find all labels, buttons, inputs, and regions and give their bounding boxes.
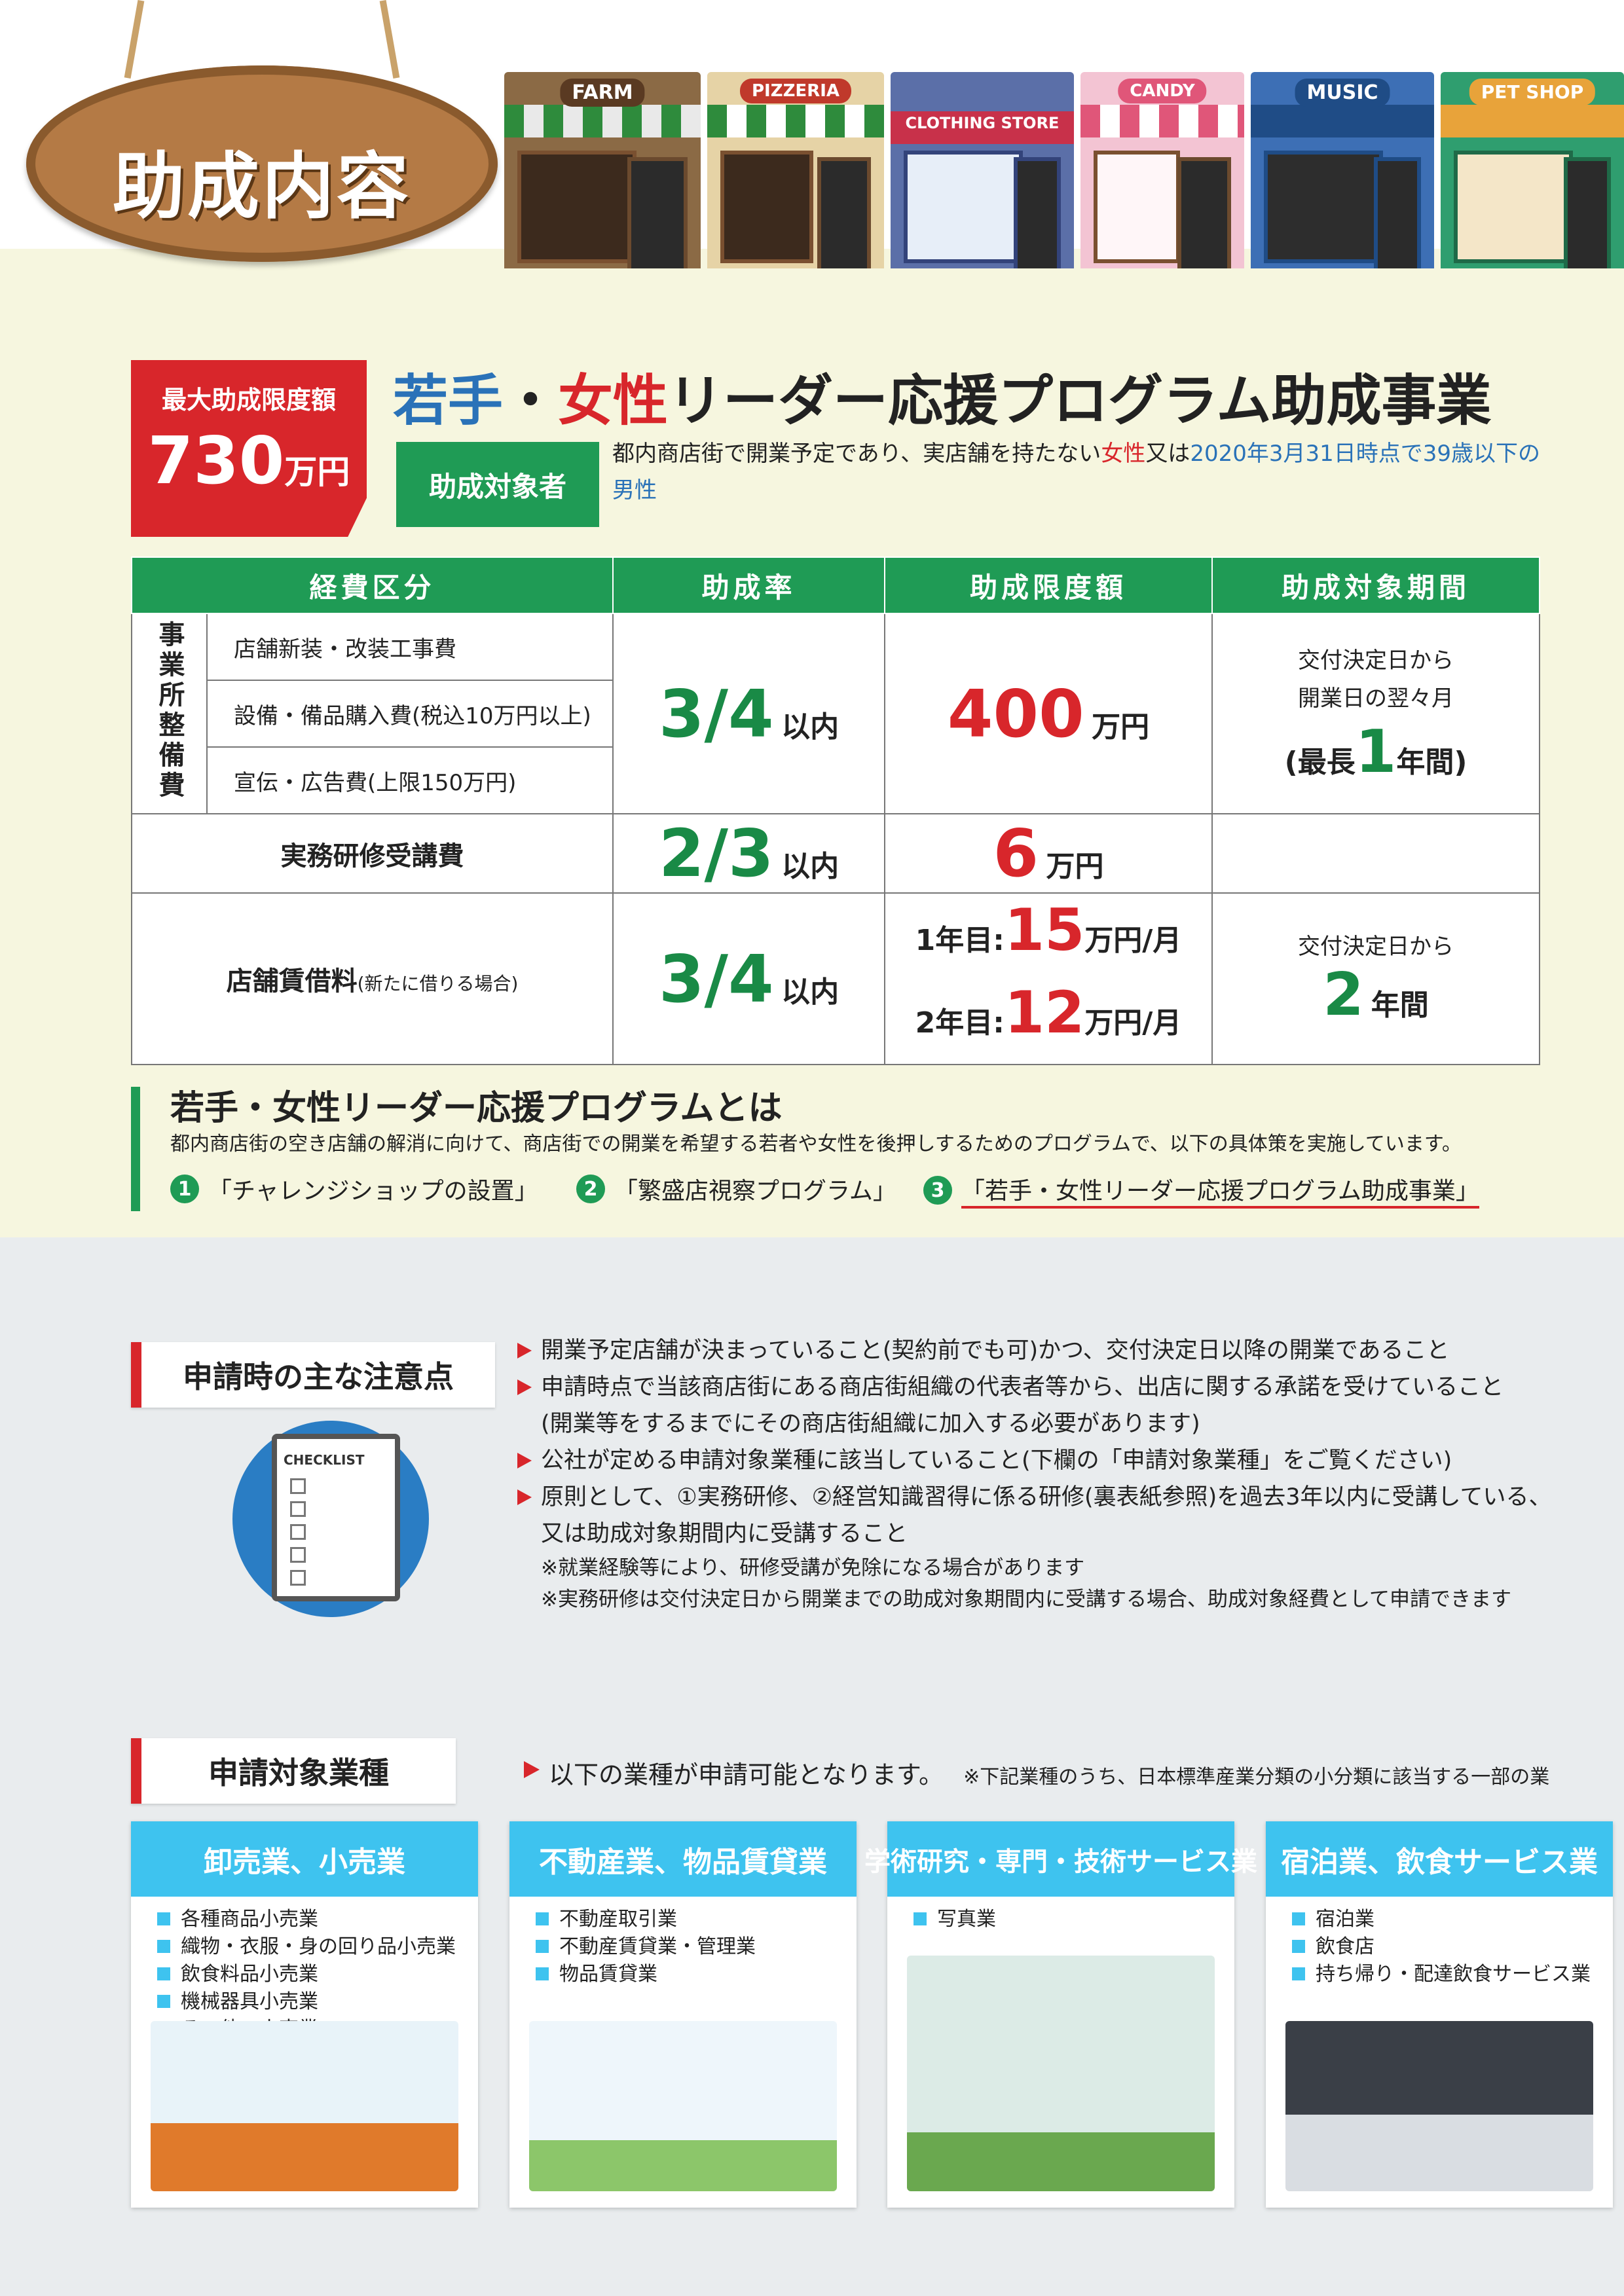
sign-rope: [379, 0, 400, 79]
rate-cell: 3/4 以内: [612, 892, 886, 1065]
notes-list: 開業予定店舗が決まっていること(契約前でも可)かつ、交付決定日以降の開業であるこ…: [517, 1332, 1604, 1615]
pizzeria-shop-illustration: PIZZERIA: [707, 72, 884, 268]
card-list: 写真業: [913, 1906, 1234, 1933]
list-item: 各種商品小売業: [157, 1906, 478, 1933]
badge-unit: 万円: [284, 453, 350, 491]
shop-sign: CLOTHING STORE: [893, 111, 1071, 135]
list-item: 持ち帰り・配達飲食サービス業: [1292, 1961, 1613, 1988]
list-item: 機械器具小売業: [157, 1988, 478, 2016]
list-item: 織物・衣服・身の回り品小売業: [157, 1933, 478, 1961]
note-item: 公社が定める申請対象業種に該当していること(下欄の「申請対象業種」をご覧ください…: [517, 1442, 1604, 1479]
rate-cell: 2/3 以内: [612, 813, 886, 894]
target-description: 都内商店街で開業予定であり、実店舗を持たない女性又は2020年3月31日時点で3…: [612, 441, 1540, 503]
program-title: 若手・女性リーダー応援プログラム助成事業: [393, 369, 1492, 433]
footnote: ※実務研修は交付決定日から開業までの助成対象期間内に受講する場合、助成対象経費と…: [541, 1588, 1512, 1611]
footnote: ※就業経験等により、研修受講が免除になる場合があります: [541, 1556, 1085, 1580]
industries-lead: 以下の業種が申請可能となります。 ※下記業種のうち、日本標準産業分類の小分類に該当…: [549, 1760, 1550, 1789]
note-item: 開業予定店舗が決まっていること(契約前でも可)かつ、交付決定日以降の開業であるこ…: [517, 1332, 1604, 1369]
list-item: 不動産賃貸業・管理業: [536, 1933, 857, 1961]
about-description: 都内商店街の空き店舗の解消に向けて、商店街での開業を希望する若者や女性を後押しす…: [170, 1133, 1462, 1156]
pet-shop-illustration: PET SHOP: [1441, 72, 1624, 268]
header-rate: 助成率: [612, 556, 886, 614]
sign-rope: [124, 0, 145, 79]
shop-sign: FARM: [560, 79, 645, 107]
about-title: 若手・女性リーダー応援プログラムとは: [170, 1089, 783, 1128]
clothing-shop-illustration: CLOTHING STORE: [891, 72, 1074, 268]
list-item: 飲食店: [1292, 1933, 1613, 1961]
note-item-continued: (開業等をするまでにその商店街組織に加入する必要があります): [541, 1411, 1200, 1437]
program-step: 3 「若手・女性リーダー応援プログラム助成事業」: [923, 1172, 1479, 1209]
period-cell: 交付決定日から 2 年間: [1211, 892, 1541, 1065]
sub-item: 店舗新装・改装工事費: [206, 613, 614, 681]
retail-illustration: [151, 2021, 458, 2191]
rate-cell: 3/4 以内: [612, 613, 886, 814]
shop-sign: CANDY: [1118, 79, 1207, 103]
realestate-illustration: [529, 2021, 837, 2191]
target-label: 助成対象者: [396, 442, 599, 527]
note-item-continued: 又は助成対象期間内に受講すること: [541, 1521, 908, 1547]
badge-amount: 730: [147, 422, 285, 499]
industry-card-retail: 卸売業、小売業 各種商品小売業 織物・衣服・身の回り品小売業 飲食料品小売業 機…: [131, 1821, 478, 2208]
program-step: 2 「繁盛店視察プログラム」: [576, 1172, 896, 1206]
limit-cell: 6 万円: [884, 813, 1213, 894]
industry-card-research: 学術研究・専門・技術サービス業 写真業: [864, 1821, 1257, 2208]
card-title: 学術研究・専門・技術サービス業: [864, 1821, 1257, 1897]
checklist-label: CHECKLIST: [284, 1452, 365, 1468]
arrow-icon: [524, 1761, 540, 1778]
training-label: 実務研修受講費: [130, 813, 614, 894]
header-period: 助成対象期間: [1211, 556, 1541, 614]
card-title: 不動産業、物品賃貸業: [509, 1821, 857, 1897]
max-amount-badge: 最大助成限度額 730万円: [131, 360, 367, 537]
sub-item: 設備・備品購入費(税込10万円以上): [206, 680, 614, 748]
list-item: 写真業: [913, 1906, 1234, 1933]
list-item: 宿泊業: [1292, 1906, 1613, 1933]
candy-shop-illustration: CANDY: [1080, 72, 1244, 268]
industry-card-hospitality: 宿泊業、飲食サービス業 宿泊業 飲食店 持ち帰り・配達飲食サービス業: [1266, 1821, 1613, 2208]
grant-table: 経費区分 助成率 助成限度額 助成対象期間 事業所整備費 店舗新装・改装工事費 …: [130, 556, 1541, 1065]
clipboard-icon: CHECKLIST: [272, 1434, 400, 1601]
group-label-cell: 事業所整備費: [131, 613, 208, 814]
badge-label: 最大助成限度額: [161, 386, 336, 414]
note-item: 原則として、①実務研修、②経営知識習得に係る研修(裏表紙参照)を過去3年以内に受…: [517, 1479, 1604, 1516]
program-step: 1 「チャレンジショップの設置」: [170, 1172, 538, 1206]
industries-heading: 申請対象業種: [131, 1738, 456, 1804]
music-shop-illustration: MUSIC: [1251, 72, 1434, 268]
card-list: 不動産取引業 不動産賃貸業・管理業 物品賃貸業: [536, 1906, 857, 1988]
about-accent-bar: [131, 1087, 140, 1211]
limit-cell: 400 万円: [884, 613, 1213, 814]
note-item: 申請時点で当該商店街にある商店街組織の代表者等から、出店に関する承諾を受けている…: [517, 1369, 1604, 1406]
list-item: 物品賃貸業: [536, 1961, 857, 1988]
industry-card-realestate: 不動産業、物品賃貸業 不動産取引業 不動産賃貸業・管理業 物品賃貸業: [509, 1821, 857, 2208]
photo-studio-illustration: [907, 1956, 1215, 2191]
group-label: 事業所整備費: [154, 620, 185, 801]
list-item: 不動産取引業: [536, 1906, 857, 1933]
header-expense-category: 経費区分: [130, 556, 614, 614]
card-title: 宿泊業、飲食サービス業: [1266, 1821, 1613, 1897]
shop-sign: MUSIC: [1295, 79, 1390, 107]
shop-sign: PET SHOP: [1469, 79, 1596, 105]
list-item: 飲食料品小売業: [157, 1961, 478, 1988]
page-title: 助成内容: [113, 145, 411, 228]
rent-label-cell: 店舗賃借料(新たに借りる場合): [130, 892, 614, 1065]
wooden-title-sign: 助成内容: [26, 65, 498, 262]
card-title: 卸売業、小売業: [131, 1821, 478, 1897]
farm-shop-illustration: FARM: [504, 72, 701, 268]
notes-heading: 申請時の主な注意点: [131, 1342, 495, 1408]
period-cell: 交付決定日から 開業日の翌々月 (最長1年間): [1211, 613, 1541, 814]
chef-illustration: [1285, 2021, 1593, 2191]
sub-item: 宣伝・広告費(上限150万円): [206, 746, 614, 814]
card-list: 宿泊業 飲食店 持ち帰り・配達飲食サービス業: [1292, 1906, 1613, 1988]
header-limit: 助成限度額: [884, 556, 1213, 614]
storefront-banner: FARM PIZZERIA CLOTHING STORE CANDY MUSIC…: [504, 33, 1624, 268]
shop-sign: PIZZERIA: [739, 79, 852, 103]
rent-limit-cell: 1年目:15万円/月 2年目:12万円/月: [884, 892, 1213, 1065]
